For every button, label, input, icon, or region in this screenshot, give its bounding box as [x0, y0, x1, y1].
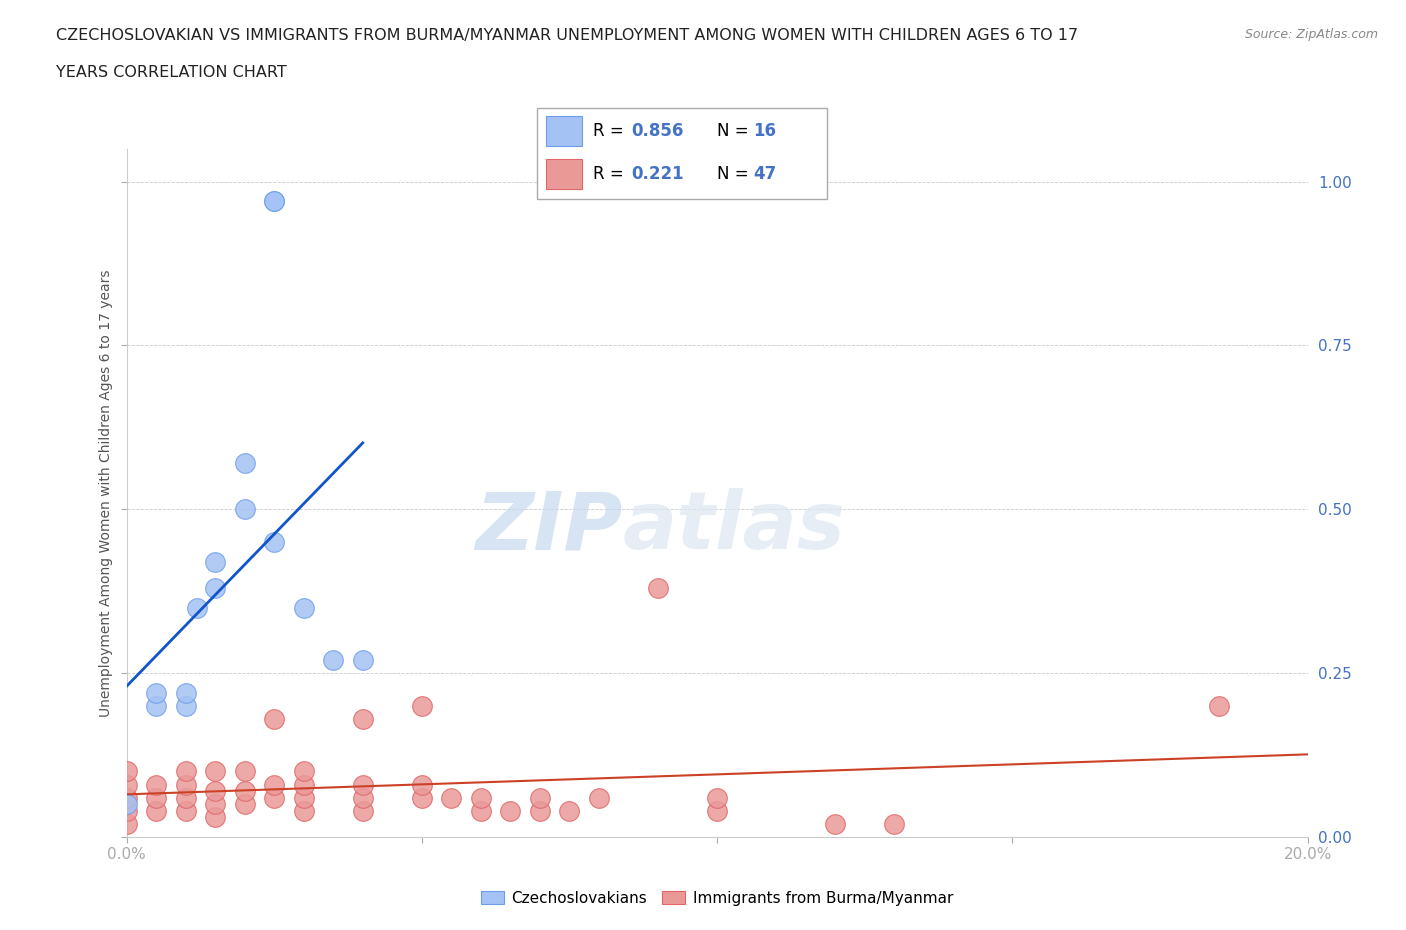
Point: [145, 790, 167, 805]
Point: [440, 790, 463, 805]
Point: [204, 784, 226, 799]
Point: [263, 535, 285, 550]
Point: [263, 790, 285, 805]
FancyBboxPatch shape: [537, 108, 827, 199]
Point: [145, 698, 167, 713]
Point: [115, 777, 138, 792]
Text: 47: 47: [752, 165, 776, 183]
Point: [115, 804, 138, 818]
Point: [706, 804, 728, 818]
Point: [186, 600, 208, 615]
Point: [174, 685, 197, 700]
Point: [174, 698, 197, 713]
Point: [233, 797, 256, 812]
Point: [204, 764, 226, 779]
Point: [322, 653, 344, 668]
Point: [174, 764, 197, 779]
Point: [1208, 698, 1230, 713]
Point: [174, 777, 197, 792]
Point: [263, 711, 285, 726]
Text: YEARS CORRELATION CHART: YEARS CORRELATION CHART: [56, 65, 287, 80]
Point: [233, 456, 256, 471]
Point: [115, 797, 138, 812]
Text: ZIP: ZIP: [475, 488, 623, 566]
Point: [529, 790, 551, 805]
FancyBboxPatch shape: [546, 159, 582, 189]
Point: [529, 804, 551, 818]
Point: [204, 797, 226, 812]
Point: [647, 580, 669, 595]
Point: [883, 817, 905, 831]
Point: [292, 790, 315, 805]
Point: [352, 653, 374, 668]
Point: [292, 777, 315, 792]
Point: [263, 777, 285, 792]
Point: [824, 817, 846, 831]
Text: Source: ZipAtlas.com: Source: ZipAtlas.com: [1244, 28, 1378, 41]
Point: [352, 790, 374, 805]
Point: [352, 711, 374, 726]
Point: [292, 600, 315, 615]
Point: [233, 502, 256, 517]
Point: [115, 764, 138, 779]
Text: 16: 16: [752, 122, 776, 140]
Point: [411, 698, 433, 713]
Point: [588, 790, 610, 805]
Text: N =: N =: [717, 165, 754, 183]
Point: [470, 804, 492, 818]
Point: [558, 804, 581, 818]
FancyBboxPatch shape: [546, 116, 582, 146]
Point: [204, 554, 226, 569]
Text: 0.856: 0.856: [631, 122, 685, 140]
Point: [352, 777, 374, 792]
Text: R =: R =: [593, 122, 630, 140]
Text: N =: N =: [717, 122, 754, 140]
Legend: Czechoslovakians, Immigrants from Burma/Myanmar: Czechoslovakians, Immigrants from Burma/…: [475, 884, 959, 912]
Point: [145, 777, 167, 792]
Point: [352, 804, 374, 818]
Point: [706, 790, 728, 805]
Point: [204, 810, 226, 825]
Point: [411, 790, 433, 805]
Point: [470, 790, 492, 805]
Point: [499, 804, 522, 818]
Point: [145, 685, 167, 700]
Text: R =: R =: [593, 165, 630, 183]
Point: [263, 193, 285, 208]
Point: [292, 764, 315, 779]
Point: [233, 764, 256, 779]
Text: atlas: atlas: [623, 488, 845, 566]
Point: [411, 777, 433, 792]
Point: [145, 804, 167, 818]
Point: [115, 790, 138, 805]
Point: [174, 790, 197, 805]
Point: [115, 817, 138, 831]
Point: [292, 804, 315, 818]
Y-axis label: Unemployment Among Women with Children Ages 6 to 17 years: Unemployment Among Women with Children A…: [98, 269, 112, 717]
Text: CZECHOSLOVAKIAN VS IMMIGRANTS FROM BURMA/MYANMAR UNEMPLOYMENT AMONG WOMEN WITH C: CZECHOSLOVAKIAN VS IMMIGRANTS FROM BURMA…: [56, 28, 1078, 43]
Point: [263, 193, 285, 208]
Point: [233, 784, 256, 799]
Point: [174, 804, 197, 818]
Point: [204, 580, 226, 595]
Text: 0.221: 0.221: [631, 165, 685, 183]
